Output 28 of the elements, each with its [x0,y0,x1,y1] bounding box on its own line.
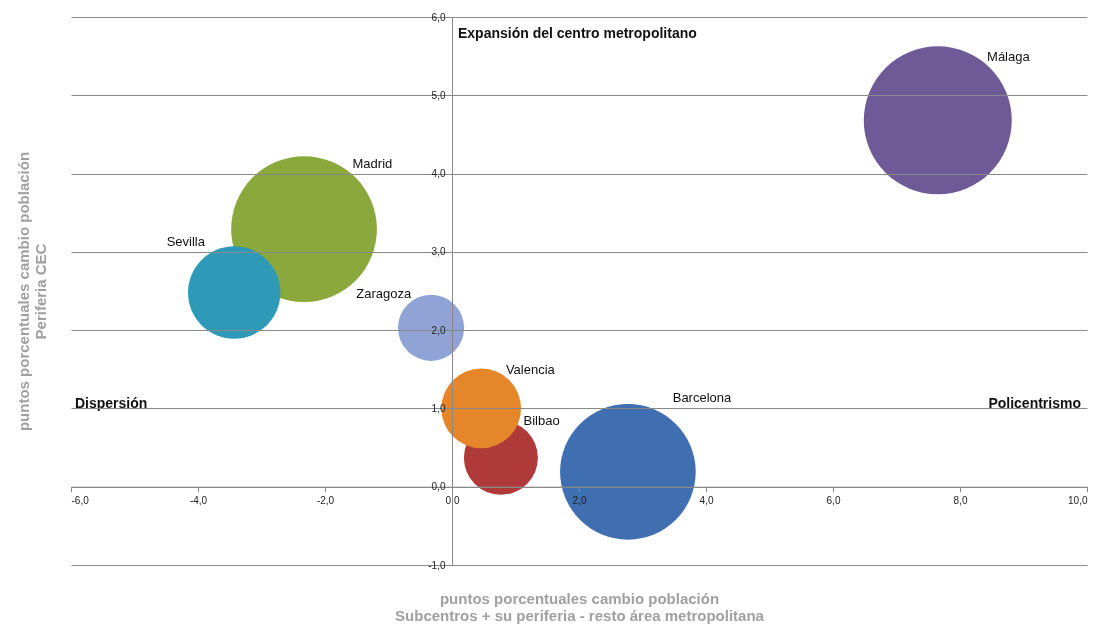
y-axis-title: puntos porcentuales cambio población Periferia CEC [14,151,49,432]
series-label: Bilbao [523,413,560,429]
x-tick-label: 10,0 [1068,495,1088,507]
annotation: Dispersión [75,395,148,411]
series-label: Madrid [352,155,393,171]
series-label: Zaragoza [356,285,412,301]
series-label: Sevilla [166,233,206,249]
annotation: Policentrismo [988,395,1081,411]
y-tick-label: 6,0 [431,11,446,23]
x-tick-label: 8,0 [953,495,968,507]
x-tick-label: -6,0 [71,495,90,507]
x-tick-label: -2,0 [316,495,335,507]
x-axis-title: puntos porcentuales cambio población Subcentros + su periferia - resto área metropolitana [395,589,765,624]
series-label: Barcelona [672,390,733,406]
y-tick-label: 0,0 [431,481,446,493]
x-tick-label: 6,0 [826,495,841,507]
x-tick-label: -4,0 [189,495,208,507]
series-label: Málaga [987,49,1031,65]
x-tick-label: 4,0 [699,495,714,507]
annotation: Expansión del centro metropolitano [458,25,697,41]
y-tick-label: 5,0 [431,89,446,101]
y-tick-label: 1,0 [431,402,446,414]
x-tick-label: 2,0 [572,495,587,507]
y-tick-label: 3,0 [431,246,446,258]
y-tick-label: -1,0 [428,559,446,571]
y-tick-label: 4,0 [431,168,446,180]
series-label: Valencia [505,361,556,377]
y-tick-label: 2,0 [431,324,446,336]
